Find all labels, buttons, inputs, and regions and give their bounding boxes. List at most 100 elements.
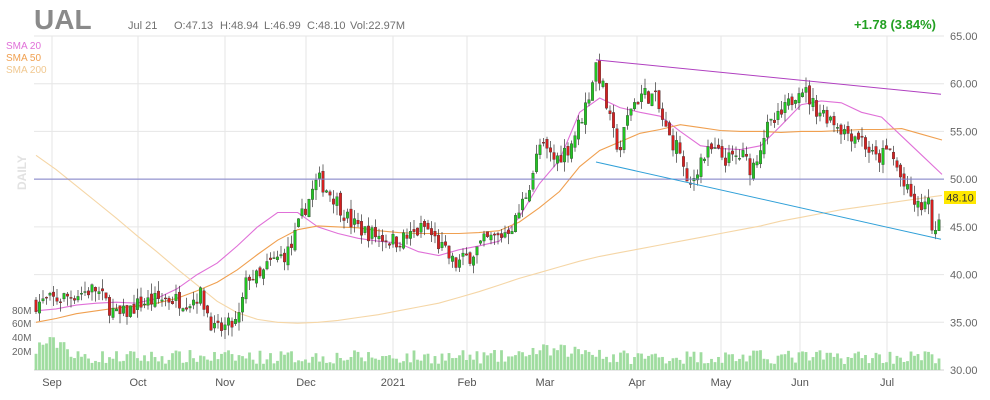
candle-body: [129, 305, 132, 317]
volume-bar: [864, 355, 867, 370]
volume-bar: [531, 347, 535, 370]
candle-body: [153, 292, 157, 307]
candle-body: [213, 323, 216, 329]
y-tick-label: 40.00: [950, 270, 978, 282]
candlesticks: [34, 53, 941, 339]
candle-body: [409, 231, 412, 239]
volume-bar: [265, 359, 269, 370]
quote-volume: Vol:22.97M: [350, 20, 405, 32]
candle-body: [682, 156, 685, 167]
volume-bar: [570, 353, 573, 370]
volume-bar: [41, 344, 45, 370]
volume-bar: [937, 358, 941, 370]
volume-bar: [745, 361, 748, 370]
candle-body: [860, 135, 864, 138]
volume-bar: [129, 351, 132, 370]
volume-bar: [38, 342, 41, 370]
candle-body: [290, 243, 293, 248]
candle-body: [391, 233, 395, 245]
volume-bar: [720, 362, 724, 370]
legend-sma200: SMA 200: [6, 65, 47, 76]
candle-body: [444, 241, 447, 246]
volume-bar: [115, 351, 118, 370]
candle-body: [815, 100, 818, 117]
volume-bar: [465, 359, 468, 370]
volume-bar: [825, 352, 829, 370]
volume-bar: [451, 358, 454, 370]
candle-body: [419, 223, 423, 233]
trendline-upper: [595, 59, 942, 95]
candle-body: [587, 99, 591, 104]
candle-body: [94, 287, 97, 292]
candle-body: [678, 142, 682, 154]
candle-body: [328, 191, 332, 196]
volume-bar: [248, 352, 251, 370]
candle-body: [370, 227, 374, 239]
volume-tick-label: 60M: [12, 319, 31, 330]
volume-bar: [307, 362, 311, 370]
candle-body: [836, 127, 839, 129]
volume-bar: [171, 353, 174, 370]
candle-body: [930, 199, 934, 231]
candle-body: [398, 245, 402, 248]
candle-body: [384, 240, 388, 242]
candle-body: [346, 211, 349, 219]
candle-body: [251, 278, 255, 281]
volume-bar: [923, 351, 927, 370]
volume-bar: [59, 342, 62, 370]
candle-body: [566, 146, 570, 156]
candle-body: [468, 252, 472, 264]
candle-body: [636, 101, 640, 105]
volume-bar: [419, 360, 423, 370]
candle-body: [829, 116, 832, 121]
candle-body: [580, 122, 584, 124]
candle-body: [465, 253, 468, 256]
candle-body: [136, 298, 139, 310]
quote-date: Jul 21: [128, 20, 157, 32]
candle-body: [311, 188, 314, 200]
volume-bar: [783, 354, 787, 370]
sma-line-200: [35, 154, 943, 324]
candle-body: [528, 190, 531, 202]
volume-bar: [136, 358, 139, 370]
volume-bar: [598, 349, 601, 370]
volume-bar: [360, 357, 363, 370]
candle-body: [262, 269, 265, 279]
volume-bar: [370, 357, 374, 370]
volume-bar: [871, 358, 874, 370]
quote-low: L:46.99: [264, 20, 301, 32]
volume-bar: [454, 357, 458, 370]
volume-bar: [185, 362, 188, 370]
candle-body: [720, 146, 724, 158]
volume-bar: [773, 363, 776, 370]
volume-bar: [458, 355, 461, 370]
candle-body: [745, 153, 748, 157]
volume-bar: [90, 362, 94, 370]
candle-body: [584, 102, 587, 125]
volume-bar: [272, 363, 276, 370]
candle-body: [325, 190, 328, 193]
candle-body: [615, 128, 619, 150]
volume-bar: [318, 361, 321, 370]
candle-body: [248, 276, 251, 281]
candle-body: [727, 152, 731, 163]
volume-bar: [62, 342, 66, 370]
volume-bar: [678, 359, 682, 370]
candle-body: [913, 193, 916, 205]
candle-body: [545, 139, 549, 149]
candle-body: [318, 172, 321, 179]
candle-body: [423, 220, 426, 227]
volume-bar: [276, 360, 279, 370]
volume-bar: [860, 358, 864, 370]
candle-body: [633, 102, 636, 110]
volume-bar: [517, 351, 521, 370]
volume-bar: [559, 344, 563, 370]
volume-bar: [685, 351, 689, 370]
volume-bar: [920, 360, 923, 370]
volume-bar: [258, 350, 262, 370]
volume-bar: [521, 352, 524, 370]
candle-body: [626, 115, 629, 126]
volume-bar: [626, 353, 629, 370]
volume-bar: [885, 362, 888, 370]
